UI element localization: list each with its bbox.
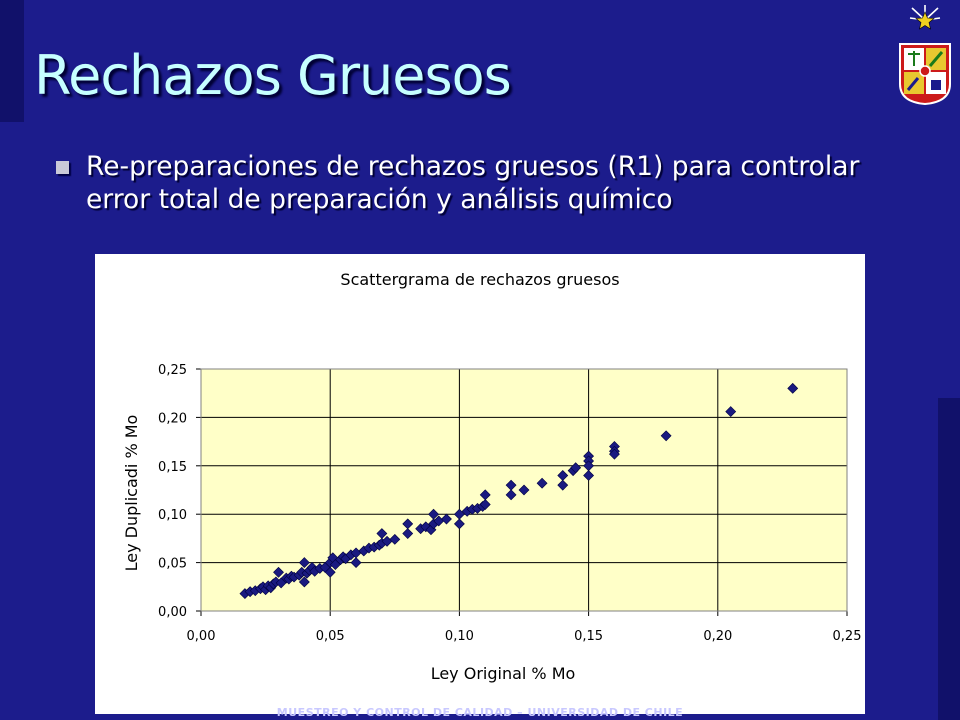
data-point xyxy=(725,406,737,418)
chart-title: Scattergrama de rechazos gruesos xyxy=(340,270,619,289)
x-tick-label: 0,15 xyxy=(574,629,603,644)
left-edge-decoration xyxy=(0,0,24,122)
x-axis-label: Ley Original % Mo xyxy=(431,664,576,683)
slide-footer: MUESTREO Y CONTROL DE CALIDAD – UNIVERSI… xyxy=(276,706,684,719)
y-tick-label: 0,20 xyxy=(158,411,187,426)
data-point xyxy=(298,557,310,569)
x-tick-label: 0,20 xyxy=(703,629,732,644)
star-icon xyxy=(909,5,941,30)
scatter-chart: Scattergrama de rechazos gruesos 0,000,0… xyxy=(122,270,861,683)
y-tick-label: 0,10 xyxy=(158,508,187,523)
data-point xyxy=(453,518,465,530)
right-edge-decoration xyxy=(938,398,960,720)
y-tick-label: 0,00 xyxy=(158,605,187,620)
x-tick-label: 0,00 xyxy=(187,629,216,644)
y-tick-label: 0,25 xyxy=(158,363,187,378)
y-tick-label: 0,15 xyxy=(158,460,187,475)
data-point xyxy=(557,479,569,491)
data-point xyxy=(479,499,491,510)
data-point xyxy=(570,462,582,474)
data-point xyxy=(441,513,452,525)
y-axis-label: Ley Duplicadi % Mo xyxy=(122,415,141,572)
x-tick-label: 0,25 xyxy=(833,629,862,644)
data-point xyxy=(389,533,401,545)
data-point xyxy=(298,576,310,588)
x-tick-label: 0,05 xyxy=(316,629,345,644)
x-tick-label: 0,10 xyxy=(445,629,474,644)
plot-border xyxy=(200,368,848,612)
data-point xyxy=(583,470,595,481)
y-tick-label: 0,05 xyxy=(158,557,187,572)
data-point xyxy=(536,477,548,489)
data-point xyxy=(609,448,620,460)
university-crest-icon xyxy=(899,43,951,106)
data-point xyxy=(402,528,414,539)
data-point xyxy=(350,557,362,569)
axes: 0,000,00 0,05 0,05 0,10 0,10 0,15 0,15 0,20 0,20… xyxy=(158,363,861,644)
bullet-square-icon xyxy=(56,161,69,174)
bullet-item: Re-preparaciones de rechazos gruesos (R1… xyxy=(56,150,926,216)
data-point xyxy=(324,566,336,578)
data-point xyxy=(660,430,672,442)
data-point xyxy=(518,484,530,496)
data-point xyxy=(505,489,517,501)
slide-title: Rechazos Gruesos xyxy=(34,44,512,107)
data-points xyxy=(239,382,799,600)
chart-panel: Scattergrama de rechazos gruesos 0,00 0,0… xyxy=(95,254,865,714)
data-point xyxy=(787,382,799,394)
data-point xyxy=(273,566,284,578)
bullet-text: Re-preparaciones de rechazos gruesos (R1… xyxy=(86,151,860,215)
